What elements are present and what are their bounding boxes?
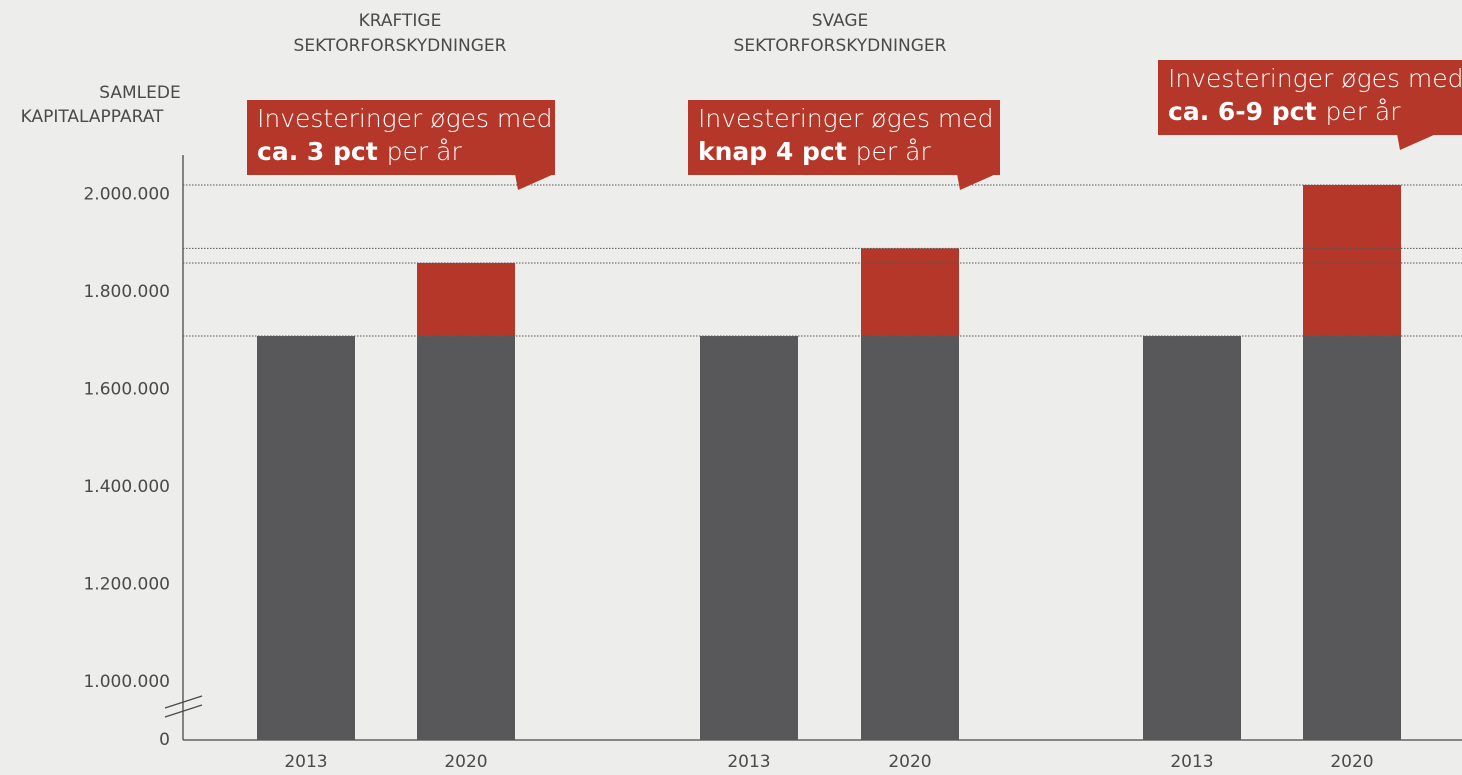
callout-rest: per år — [856, 137, 932, 166]
x-tick-label: 2013 — [727, 752, 770, 772]
group-title: SVAGE — [812, 11, 869, 31]
callout-text: Investeringer øges med — [698, 104, 994, 133]
x-tick-label: 2013 — [1170, 752, 1213, 772]
callout-box — [688, 100, 1000, 175]
callout-box — [1158, 60, 1462, 135]
callout-box — [247, 100, 555, 175]
callout-text: knap 4 pct per år — [698, 137, 931, 166]
callout-bold: ca. 3 pct — [257, 137, 378, 166]
callout-rest: per år — [1325, 97, 1401, 126]
bar — [257, 336, 355, 740]
axis-break — [164, 695, 203, 709]
callout-text: Investeringer øges med — [257, 104, 553, 133]
group-title: SEKTORFORSKYDNINGER — [294, 36, 507, 56]
y-tick-label: 1.400.000 — [83, 477, 170, 497]
group-title: KRAFTIGE — [359, 11, 442, 31]
callout-pointer — [1397, 134, 1436, 150]
callout-pointer — [957, 174, 996, 190]
bar — [861, 248, 959, 337]
group-title: SEKTORFORSKYDNINGER — [734, 36, 947, 56]
axis-break — [164, 704, 203, 718]
y-tick-label: 1.600.000 — [83, 380, 170, 400]
y-tick-label: 1.200.000 — [83, 575, 170, 595]
bar — [417, 262, 515, 337]
bar — [1303, 184, 1401, 337]
y-tick-label: 2.000.000 — [83, 185, 170, 205]
callout-text: ca. 6-9 pct per år — [1168, 97, 1401, 126]
y-axis-label: SAMLEDE — [99, 83, 180, 103]
x-tick-label: 2020 — [444, 752, 487, 772]
bar — [700, 336, 798, 740]
y-tick-label: 1.800.000 — [83, 282, 170, 302]
callout-bold: ca. 6-9 pct — [1168, 97, 1316, 126]
x-tick-label: 2020 — [1330, 752, 1373, 772]
y-axis-label: KAPITALAPPARAT — [21, 107, 164, 127]
x-tick-label: 2013 — [284, 752, 327, 772]
callout-text: Investeringer øges med — [1168, 64, 1462, 93]
bar — [861, 336, 959, 740]
x-tick-label: 2020 — [888, 752, 931, 772]
y-tick-label: 1.000.000 — [83, 672, 170, 692]
callout-rest: per år — [387, 137, 463, 166]
callout-pointer — [515, 174, 554, 190]
bar — [1143, 336, 1241, 740]
bar — [1303, 336, 1401, 740]
bar — [417, 336, 515, 740]
y-tick-label: 0 — [159, 730, 170, 750]
callout-bold: knap 4 pct — [698, 137, 847, 166]
callout-text: ca. 3 pct per år — [257, 137, 462, 166]
